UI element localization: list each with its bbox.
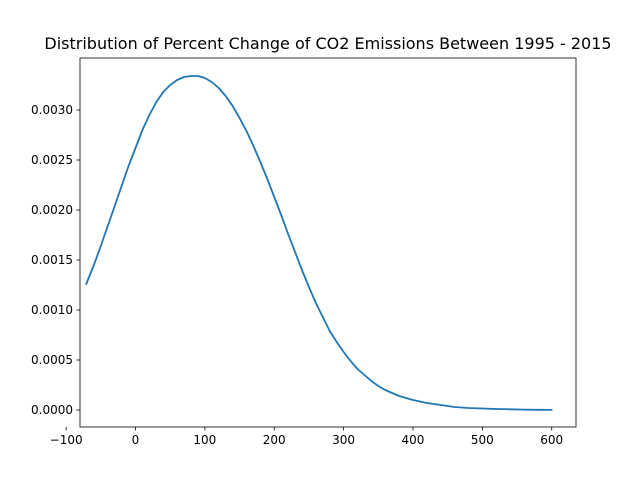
- x-tick-label: 400: [402, 433, 425, 447]
- plot-area: [85, 75, 553, 411]
- y-tick-label: 0.0020: [31, 203, 73, 217]
- y-tick-label: 0.0005: [31, 353, 73, 367]
- x-axis: −100 0 100 200 300 400 500 600: [50, 427, 563, 447]
- x-tick-label: 300: [332, 433, 355, 447]
- x-tick-label: 100: [193, 433, 216, 447]
- x-tick-label: 0: [132, 433, 140, 447]
- y-axis: 0.0000 0.0005 0.0010 0.0015 0.0020 0.0025 0.00…: [31, 103, 80, 417]
- x-tick-label: −100: [50, 433, 83, 447]
- y-tick-label: 0.0025: [31, 153, 73, 167]
- chart-title: Distribution of Percent Change of CO2 Em…: [44, 34, 611, 53]
- y-tick-label: 0.0015: [31, 253, 73, 267]
- x-tick-label: 500: [471, 433, 494, 447]
- x-tick-label: 600: [540, 433, 563, 447]
- x-tick-label: 200: [263, 433, 286, 447]
- density-line: [85, 75, 553, 411]
- y-tick-label: 0.0010: [31, 303, 73, 317]
- y-tick-label: 0.0030: [31, 103, 73, 117]
- axes-frame: [79, 57, 577, 428]
- y-tick-label: 0.0000: [31, 403, 73, 417]
